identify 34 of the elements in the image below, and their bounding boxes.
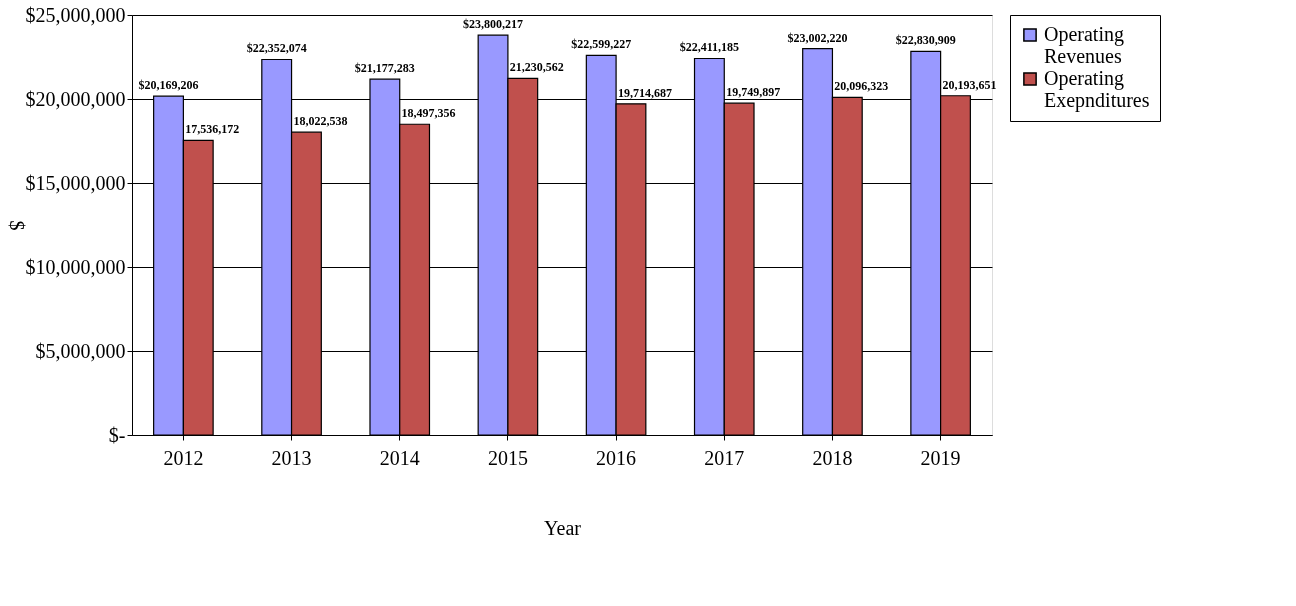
data-label: 21,230,562	[509, 60, 564, 75]
y-tick-label: $20,000,000	[25, 87, 126, 110]
y-tick-label: $5,000,000	[35, 339, 126, 362]
data-label: $22,599,227	[571, 37, 632, 52]
x-tick-label: 2019	[920, 446, 961, 469]
data-label: $20,169,206	[138, 78, 199, 93]
data-label: 20,096,323	[834, 79, 889, 94]
data-label: $23,800,217	[463, 17, 524, 32]
x-tick-label: 2017	[704, 446, 745, 469]
data-label: $21,177,283	[354, 61, 415, 76]
data-label: $22,352,074	[246, 41, 307, 56]
legend-label: Operating Revenues	[1044, 23, 1124, 67]
data-label: 19,749,897	[726, 85, 781, 100]
y-tick-label: $25,000,000	[25, 3, 126, 26]
x-tick-label: 2013	[271, 446, 312, 469]
data-label: 18,022,538	[293, 114, 348, 129]
y-tick-label: $15,000,000	[25, 171, 126, 194]
x-tick-label: 2016	[596, 446, 637, 469]
y-axis-title: $	[5, 220, 28, 231]
data-label: 19,714,687	[617, 85, 672, 100]
x-tick-label: 2015	[487, 446, 528, 469]
x-tick-label: 2012	[163, 446, 204, 469]
data-label: $23,002,220	[787, 30, 848, 45]
x-tick-label: 2018	[812, 446, 853, 469]
data-label: 20,193,651	[942, 77, 997, 92]
data-label: 17,536,172	[185, 122, 240, 137]
data-label: $22,411,185	[679, 40, 740, 55]
data-label: $22,830,909	[895, 33, 956, 48]
legend-label: Operating Exepnditures	[1044, 67, 1150, 112]
y-tick-label: $-	[108, 423, 126, 446]
x-axis-title: Year	[544, 516, 582, 539]
data-label: 18,497,356	[401, 106, 456, 121]
y-tick-label: $10,000,000	[25, 255, 126, 278]
x-tick-label: 2014	[379, 446, 420, 469]
